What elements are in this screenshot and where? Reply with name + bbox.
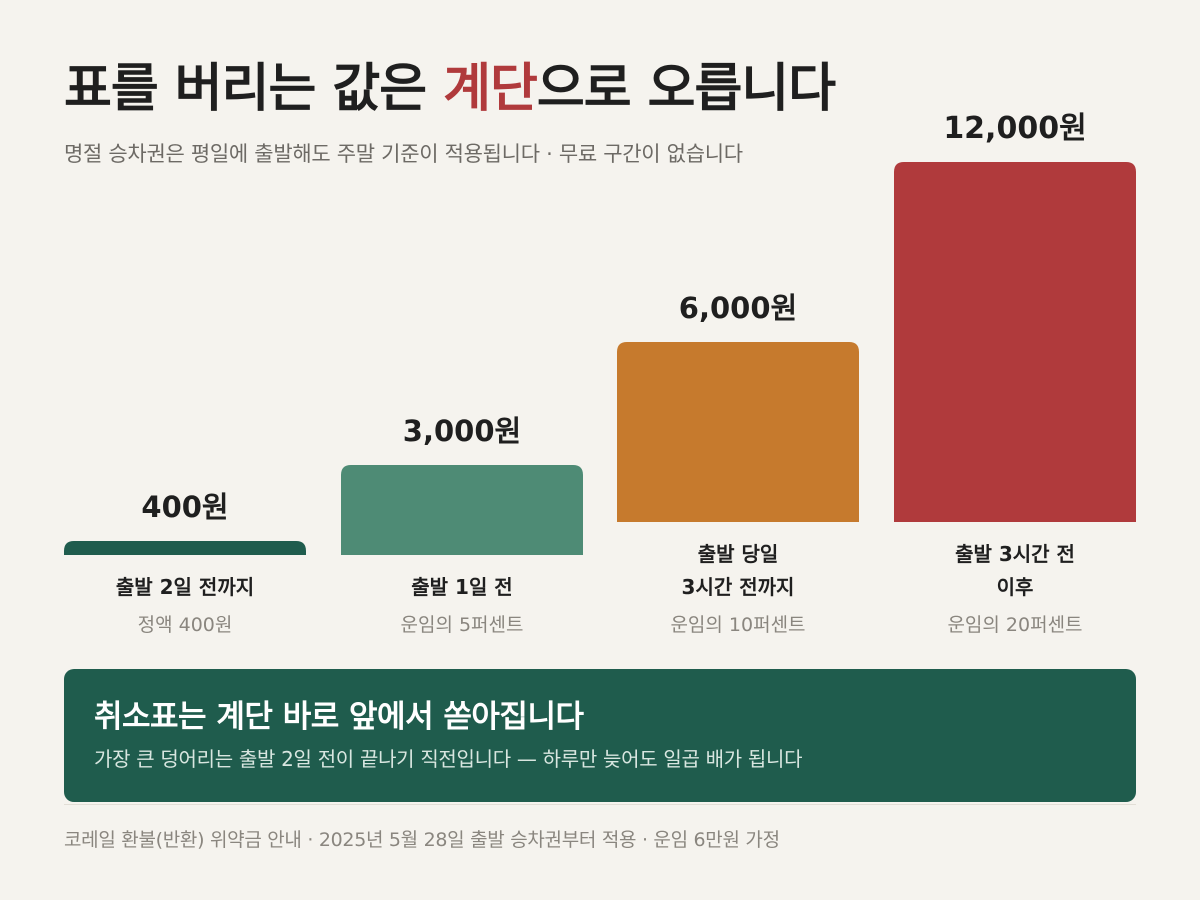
category-label-3-line-1: 출발 당일 — [698, 542, 779, 566]
rate-note-4: 운임의 20퍼센트 — [947, 614, 1082, 636]
category-label-4-line-1: 출발 3시간 전 — [955, 542, 1075, 566]
page-title: 표를 버리는 값은 계단으로 오릅니다 — [64, 46, 836, 121]
value-label-1: 400원 — [141, 490, 228, 524]
value-label-3: 6,000원 — [679, 291, 797, 325]
bar-2 — [341, 465, 583, 555]
callout-body: 가장 큰 덩어리는 출발 2일 전이 끝나기 직전입니다 — 하루만 늦어도 일… — [94, 747, 803, 771]
callout-title: 취소표는 계단 바로 앞에서 쏟아집니다 — [94, 699, 584, 735]
category-label-3-line-2: 3시간 전까지 — [682, 575, 795, 599]
callout-box: 취소표는 계단 바로 앞에서 쏟아집니다 가장 큰 덩어리는 출발 2일 전이 … — [64, 669, 1136, 802]
bar-3 — [617, 342, 859, 522]
bar-4 — [894, 162, 1136, 522]
title-start: 표를 버리는 값은 — [64, 59, 444, 119]
category-label-4-line-2: 이후 — [997, 575, 1034, 599]
title-end: 으로 오릅니다 — [536, 59, 836, 119]
source-note: 코레일 환불(반환) 위약금 안내 · 2025년 5월 28일 출발 승차권부… — [64, 829, 780, 851]
footer-divider — [64, 804, 1136, 805]
rate-note-2: 운임의 5퍼센트 — [400, 614, 523, 636]
bar-1 — [64, 541, 306, 555]
rate-note-3: 운임의 10퍼센트 — [670, 614, 805, 636]
rate-note-1: 정액 400원 — [138, 614, 233, 636]
value-label-2: 3,000원 — [403, 414, 521, 448]
page-subtitle: 명절 승차권은 평일에 출발해도 주말 기준이 적용됩니다 · 무료 구간이 없… — [64, 142, 743, 166]
title-accent: 계단 — [443, 59, 538, 119]
category-label-2-line-1: 출발 1일 전 — [411, 575, 512, 599]
value-label-4: 12,000원 — [943, 111, 1086, 146]
category-label-1-line-1: 출발 2일 전까지 — [116, 575, 254, 599]
